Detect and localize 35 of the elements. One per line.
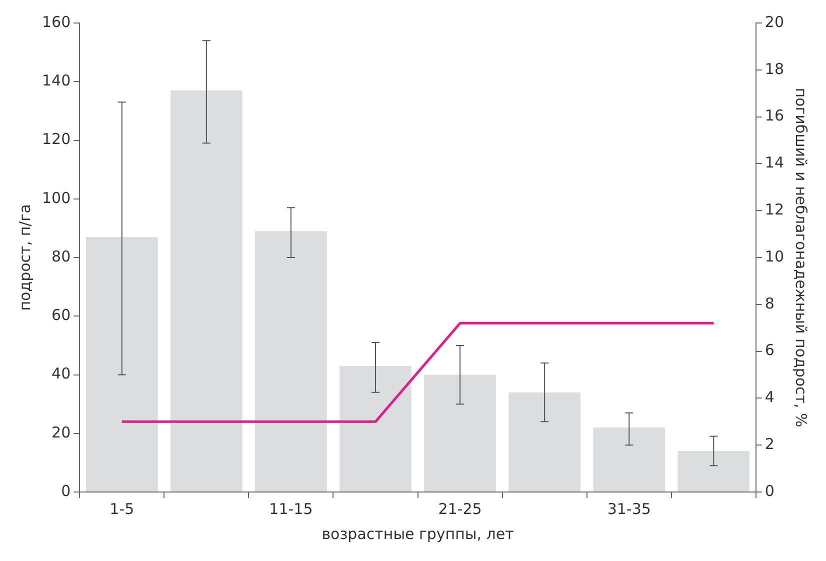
y-tick-label: 120: [42, 130, 71, 148]
y2-tick-label: 16: [764, 106, 784, 125]
x-tick-label: 1-5: [110, 500, 134, 518]
x-tick-label: 21-25: [438, 500, 482, 518]
bar: [593, 428, 666, 492]
y2-tick-label: 6: [764, 341, 774, 360]
y-tick-label: 0: [61, 482, 71, 500]
y2-tick-label: 10: [764, 247, 784, 266]
y2-tick-label: 0: [764, 482, 774, 500]
y2-tick-label: 20: [764, 12, 784, 31]
y-tick-label: 140: [42, 72, 71, 90]
y2-tick-label: 4: [764, 388, 774, 406]
y2-tick-label: 12: [764, 200, 784, 218]
y-axis-title: подрост, п/га: [16, 204, 34, 311]
bar: [508, 392, 581, 492]
y2-tick-label: 14: [764, 154, 784, 172]
x-axis-title: возрастные группы, лет: [322, 524, 514, 543]
bar: [86, 236, 158, 492]
y-tick-label: 20: [52, 423, 71, 442]
y2-tick-label: 18: [764, 60, 784, 78]
bar: [424, 374, 496, 492]
bar: [340, 366, 412, 492]
y2-tick-label: 2: [764, 434, 774, 453]
y-tick-label: 80: [52, 247, 71, 266]
y-tick-label: 60: [52, 306, 71, 324]
x-tick-label: 11-15: [269, 500, 313, 518]
bar: [255, 231, 327, 492]
y2-tick-label: 8: [764, 294, 774, 312]
bar: [170, 90, 242, 492]
x-tick-label: 31-35: [607, 500, 651, 518]
y-tick-label: 160: [42, 12, 71, 31]
y2-axis-title: погибший и неблагонадежный подрост, %: [792, 88, 810, 428]
y-tick-label: 40: [52, 364, 71, 383]
y-tick-label: 100: [42, 188, 71, 207]
bar: [678, 450, 750, 492]
